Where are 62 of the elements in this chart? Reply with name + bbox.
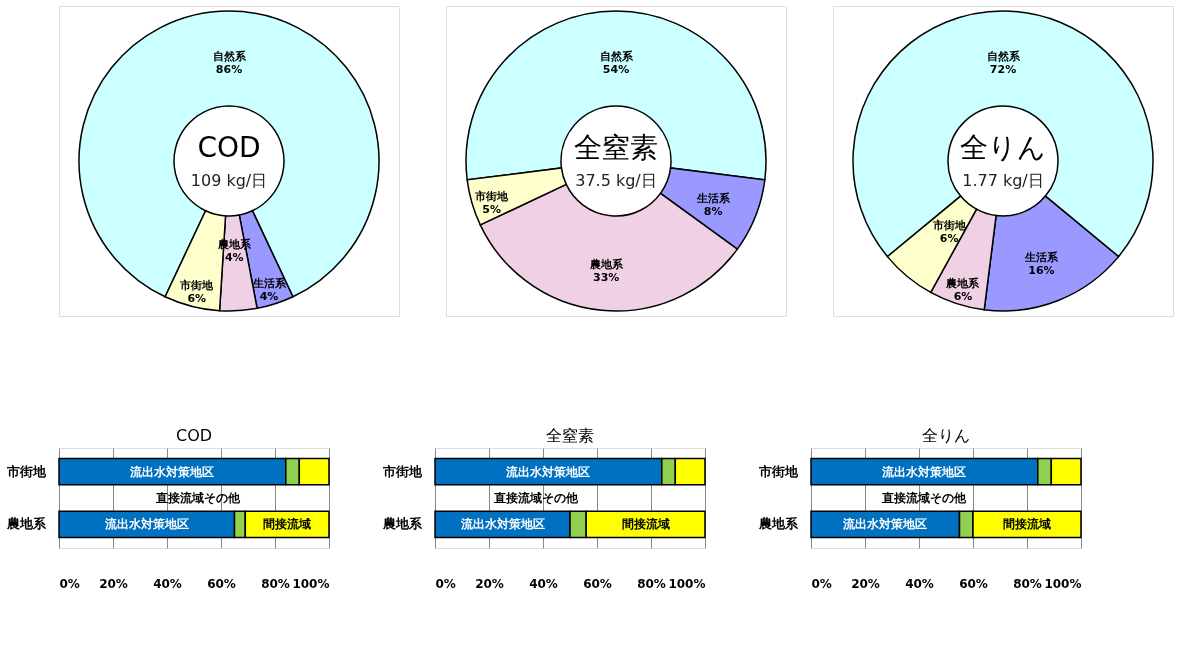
x-tick-label: 40% (153, 576, 182, 591)
x-tick-label: 60% (207, 576, 236, 591)
text: 109 kg/日 (190, 171, 268, 190)
text: 流出水対策地区 (882, 464, 967, 479)
slice-label: 農地系 (945, 277, 981, 291)
x-tick-label: 20% (851, 576, 880, 591)
text: 37.5 kg/日 (575, 171, 657, 190)
x-tick-label: 20% (99, 576, 128, 591)
slice-label: 市街地 (179, 279, 215, 293)
series-label: 直接流域その他 (881, 491, 968, 505)
chart-title: 全窒素 (546, 426, 594, 445)
data-label: 8% (703, 205, 723, 219)
slice-label: 自然系 (599, 49, 634, 63)
x-tick-label: 100% (292, 576, 330, 591)
x-tick-label: 100% (1044, 576, 1082, 591)
x-tick-label: 40% (529, 576, 558, 591)
data-label: 33% (592, 271, 620, 285)
data-label: 72% (989, 62, 1017, 76)
data-label: 5% (482, 203, 501, 217)
series-label: 直接流域その他 (154, 491, 241, 505)
text: 全りん (960, 131, 1046, 164)
x-tick-label: 0% (59, 576, 80, 591)
chart-title: COD (175, 426, 213, 445)
series-label: 直接流域その他 (493, 491, 580, 505)
data-label: 86% (215, 62, 243, 76)
text: 流出水対策地区 (506, 464, 591, 479)
x-tick-label: 80% (261, 576, 290, 591)
x-tick-label: 60% (583, 576, 612, 591)
data-label: 16% (1028, 264, 1055, 278)
series-label: 流出水対策地区 (103, 517, 189, 532)
text: COD (197, 131, 261, 164)
slice-label: 市街地 (931, 219, 967, 233)
data-label: 4% (259, 290, 279, 304)
series-label: 流出水対策地区 (459, 517, 545, 532)
series-label: 流出水対策地区 (842, 517, 928, 532)
x-tick-label: 80% (637, 576, 666, 591)
data-label: 4% (224, 251, 244, 265)
slice-label: 自然系 (212, 49, 247, 63)
slice-label: 農地系 (588, 258, 624, 272)
x-tick-label: 80% (1013, 576, 1042, 591)
x-tick-label: 20% (475, 576, 504, 591)
slice-label: 市街地 (474, 190, 510, 204)
data-label: 54% (602, 62, 630, 76)
x-tick-label: 40% (905, 576, 934, 591)
data-label: 6% (187, 292, 207, 306)
text: 全窒素 (574, 131, 658, 164)
x-tick-label: 60% (959, 576, 988, 591)
text: 流出水対策地区 (130, 464, 215, 479)
series-label: 間接流域 (1003, 517, 1051, 532)
x-tick-label: 0% (811, 576, 832, 591)
series-label: 間接流域 (621, 517, 670, 532)
data-label: 6% (939, 232, 959, 246)
slice-label: 生活系 (1023, 251, 1059, 265)
x-tick-label: 100% (668, 576, 706, 591)
series-label: 間接流域 (263, 517, 312, 532)
slice-label: 自然系 (986, 49, 1021, 63)
slice-label: 生活系 (695, 192, 731, 206)
chart-title: 全りん (922, 426, 970, 445)
text: 1.77 kg/日 (962, 171, 1044, 190)
x-tick-label: 0% (435, 576, 456, 591)
data-label: 6% (953, 290, 973, 304)
slice-label: 生活系 (251, 277, 287, 291)
